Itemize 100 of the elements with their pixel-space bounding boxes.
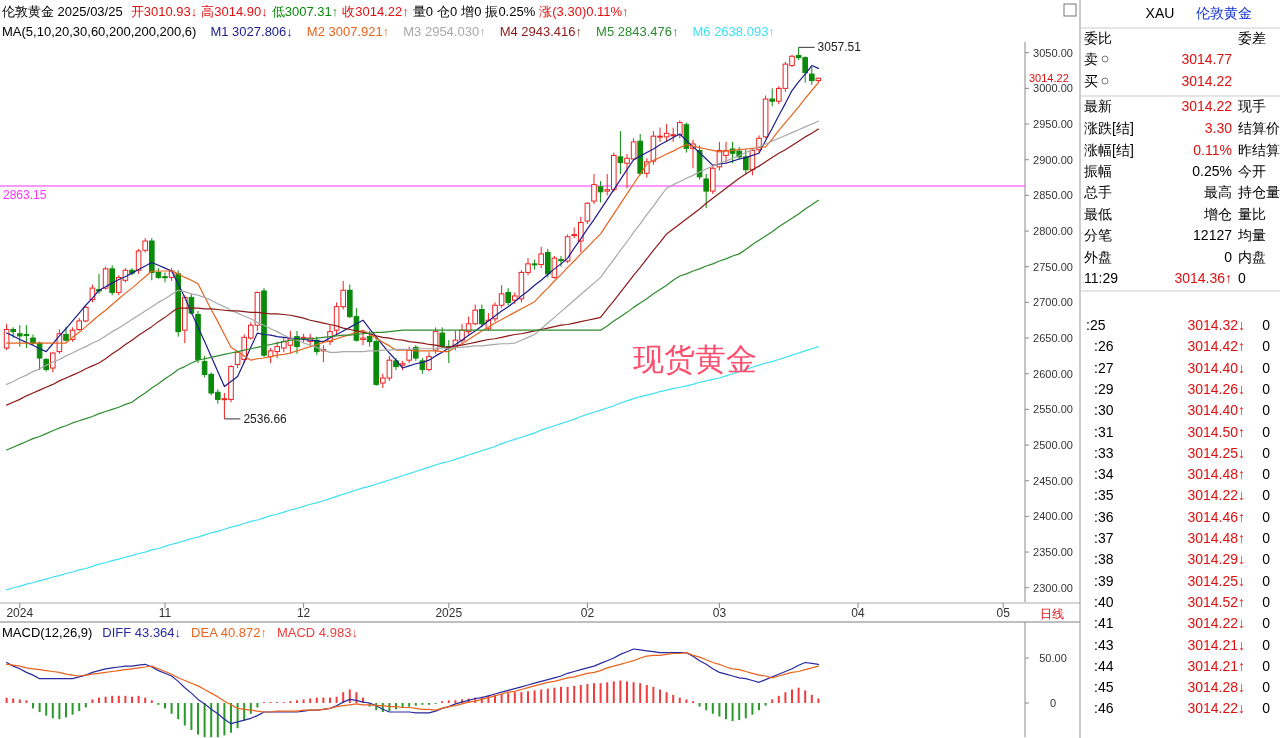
y-tick-label: 2300.00	[1033, 581, 1073, 594]
text: DIFF 43.364↓	[102, 625, 182, 640]
x-tick-label: 02	[580, 606, 595, 620]
text: 0	[1262, 423, 1271, 440]
text: 买	[1084, 73, 1098, 89]
text: :37	[1094, 530, 1114, 546]
text: 0	[1262, 444, 1271, 461]
text: 0	[1262, 657, 1271, 674]
y-tick-label: 3050.00	[1033, 46, 1073, 59]
text: 0.25%	[1192, 163, 1232, 179]
text: 3014.21↓	[1187, 636, 1245, 653]
text: 11:29	[1084, 270, 1119, 286]
text: 3014.50↑	[1187, 423, 1245, 440]
text: 总手	[1083, 184, 1112, 200]
text: 3014.25↓	[1187, 572, 1245, 589]
text: :29	[1094, 380, 1114, 397]
text: 3014.40↑	[1187, 402, 1245, 419]
text: :41	[1094, 615, 1114, 632]
text: 结算价	[1238, 120, 1280, 136]
text: 持仓量	[1238, 184, 1280, 200]
text: 增0	[460, 4, 482, 19]
annotation: 2536.66	[243, 411, 288, 426]
y-tick-label: 2500.00	[1033, 439, 1073, 452]
text: XAU	[1145, 5, 1175, 21]
legend-title: MACD(12,26,9)	[2, 625, 93, 640]
text: 3014.32↓	[1187, 317, 1245, 333]
text: 昨结算	[1238, 142, 1280, 158]
text: :35	[1094, 487, 1114, 504]
ref-line-label: 2863.15	[3, 187, 47, 202]
y-tick-label: 2700.00	[1033, 296, 1073, 309]
x-tick-label: 2024	[6, 606, 34, 620]
text: 振幅	[1084, 163, 1112, 179]
text: 0	[1262, 359, 1271, 376]
text: :33	[1094, 444, 1114, 461]
text: 高3014.90↓	[201, 4, 268, 19]
text: 0	[1262, 572, 1271, 589]
text: 今开	[1238, 163, 1266, 179]
text: 0	[1262, 679, 1271, 696]
annotation: 3057.51	[817, 40, 862, 55]
text: 0	[1262, 402, 1271, 419]
x-tick-label: 04	[851, 606, 865, 620]
text: 3014.77	[1181, 51, 1233, 67]
text: 3.30	[1204, 120, 1233, 136]
y-tick-label: 2550.00	[1033, 403, 1073, 416]
text: :43	[1094, 636, 1114, 653]
text: 3014.22	[1181, 98, 1233, 114]
text: 量比	[1238, 206, 1266, 222]
legend-title: MA(5,10,20,30,60,200,200,200,6)	[2, 24, 197, 39]
text: 0	[1262, 551, 1271, 568]
text: 3014.42↑	[1187, 338, 1245, 355]
text: 3014.48↑	[1187, 530, 1245, 546]
text: :26	[1094, 338, 1114, 355]
text: 3014.22	[1181, 73, 1233, 89]
text: 最新	[1084, 98, 1112, 114]
text: 0	[1262, 636, 1271, 653]
text: 委比	[1084, 30, 1112, 46]
text: 收3014.22↑	[342, 4, 409, 19]
text: :40	[1094, 593, 1114, 610]
text: 3014.52↑	[1187, 593, 1245, 610]
text: 0	[1262, 487, 1271, 504]
text: 仓0	[436, 4, 458, 19]
text: 3014.22↓	[1187, 487, 1245, 504]
text: 低3007.31↑	[271, 4, 339, 19]
text: :38	[1094, 551, 1114, 568]
text: 伦敦黄金	[1196, 5, 1252, 21]
text: 0	[1262, 466, 1271, 483]
text: 0.11%	[1193, 142, 1232, 158]
text: 卖	[1084, 51, 1098, 67]
text: 内盘	[1238, 249, 1266, 265]
text: 均量	[1237, 227, 1266, 243]
text: :25	[1086, 317, 1106, 333]
text: 0	[1262, 338, 1271, 355]
x-tick-label: 11	[158, 606, 172, 620]
text: 外盘	[1084, 249, 1112, 265]
x-tick-label: 05	[996, 606, 1011, 620]
text: 3014.40↓	[1187, 359, 1245, 376]
text: :30	[1094, 402, 1114, 419]
text: 0	[1262, 593, 1271, 610]
text: :46	[1094, 700, 1114, 717]
text: 3014.28↓	[1187, 679, 1245, 696]
text: 涨(3.30)0.11%↑	[539, 4, 629, 19]
text: :39	[1094, 572, 1114, 589]
chart-title: 伦敦黄金 2025/03/25	[2, 4, 123, 19]
text: 3014.21↑	[1187, 657, 1245, 674]
text: 3014.46↑	[1187, 508, 1245, 525]
text: 委差	[1238, 30, 1266, 46]
text: 量0	[412, 4, 433, 19]
y-tick-label: 2950.00	[1033, 118, 1073, 131]
text: 开3010.93↓	[130, 4, 198, 19]
y-tick-label: 50.00	[1039, 652, 1067, 664]
text: M5 2843.476↑	[596, 24, 679, 39]
y-tick-label: 2450.00	[1033, 474, 1073, 487]
text: 0	[1262, 530, 1271, 546]
text: 3014.22↓	[1187, 615, 1245, 632]
text: MACD 4.983↓	[276, 625, 358, 640]
x-tick-label: 03	[712, 606, 727, 620]
text: 现手	[1238, 98, 1266, 114]
text: M2 3007.921↑	[306, 24, 390, 39]
text: 0	[1262, 317, 1271, 333]
text: :45	[1094, 679, 1114, 696]
